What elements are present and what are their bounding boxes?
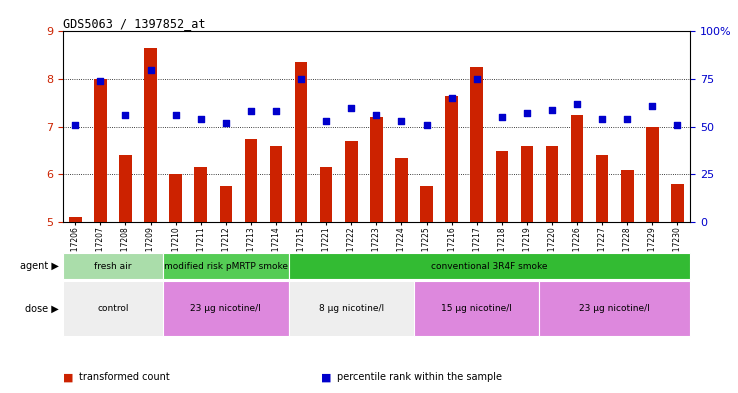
Point <box>646 103 658 109</box>
Bar <box>539 281 690 336</box>
Bar <box>145 48 156 222</box>
Bar <box>163 253 289 279</box>
Bar <box>414 281 539 336</box>
Point <box>120 112 131 118</box>
Text: fresh air: fresh air <box>94 262 131 271</box>
Point <box>370 112 382 118</box>
Point <box>421 122 432 128</box>
Bar <box>170 174 182 222</box>
Point <box>195 116 207 122</box>
Text: ■: ■ <box>321 372 331 382</box>
Text: GDS5063 / 1397852_at: GDS5063 / 1397852_at <box>63 17 205 30</box>
Text: transformed count: transformed count <box>79 372 170 382</box>
Bar <box>421 186 432 222</box>
Point <box>546 107 558 113</box>
Bar <box>63 253 163 279</box>
Bar <box>621 170 634 222</box>
Bar <box>195 167 207 222</box>
Bar <box>320 167 332 222</box>
Text: conventional 3R4F smoke: conventional 3R4F smoke <box>431 262 548 271</box>
Text: 23 μg nicotine/l: 23 μg nicotine/l <box>579 304 650 313</box>
Text: 15 μg nicotine/l: 15 μg nicotine/l <box>441 304 512 313</box>
Text: control: control <box>97 304 128 313</box>
Bar <box>69 217 82 222</box>
Point <box>170 112 182 118</box>
Bar <box>596 155 608 222</box>
Point <box>621 116 633 122</box>
Point <box>596 116 608 122</box>
Bar <box>370 117 383 222</box>
Point <box>145 66 156 73</box>
Point <box>69 122 81 128</box>
Point <box>220 120 232 126</box>
Bar <box>94 79 107 222</box>
Bar <box>270 146 282 222</box>
Bar <box>571 115 584 222</box>
Bar <box>63 281 163 336</box>
Bar <box>446 96 458 222</box>
Text: 23 μg nicotine/l: 23 μg nicotine/l <box>190 304 261 313</box>
Bar <box>289 281 414 336</box>
Point <box>496 114 508 120</box>
Point <box>94 78 106 84</box>
Bar <box>396 158 407 222</box>
Bar <box>220 186 232 222</box>
Bar <box>672 184 684 222</box>
Point <box>446 95 458 101</box>
Point <box>571 101 583 107</box>
Point <box>521 110 533 117</box>
Point <box>471 76 483 82</box>
Text: dose ▶: dose ▶ <box>25 303 59 314</box>
Point <box>270 108 282 115</box>
Point <box>320 118 332 124</box>
Text: modified risk pMRTP smoke: modified risk pMRTP smoke <box>164 262 288 271</box>
Bar <box>163 281 289 336</box>
Point <box>295 76 307 82</box>
Bar <box>471 67 483 222</box>
Bar <box>496 151 508 222</box>
Bar <box>289 253 690 279</box>
Text: percentile rank within the sample: percentile rank within the sample <box>337 372 503 382</box>
Point <box>672 122 683 128</box>
Bar <box>295 62 308 222</box>
Point <box>345 105 357 111</box>
Bar <box>245 139 258 222</box>
Text: ■: ■ <box>63 372 73 382</box>
Text: 8 μg nicotine/l: 8 μg nicotine/l <box>319 304 384 313</box>
Point <box>245 108 257 115</box>
Bar <box>345 141 358 222</box>
Text: agent ▶: agent ▶ <box>20 261 59 271</box>
Point <box>396 118 407 124</box>
Bar <box>120 155 131 222</box>
Bar <box>646 127 659 222</box>
Bar <box>521 146 534 222</box>
Bar <box>545 146 559 222</box>
